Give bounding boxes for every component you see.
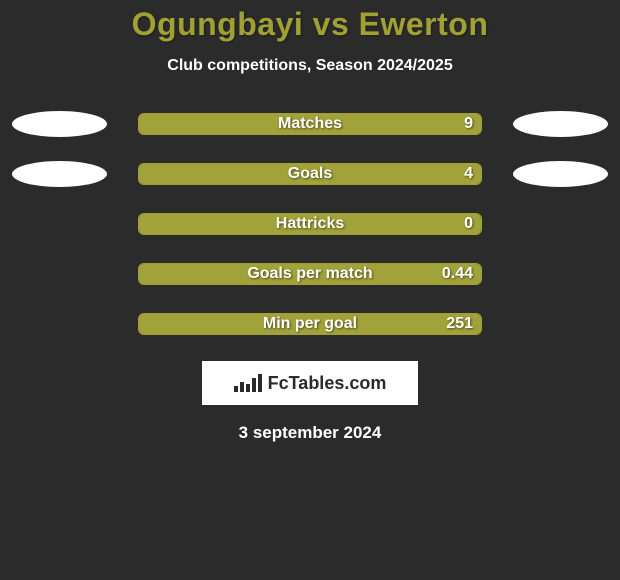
left-ellipse <box>12 161 107 187</box>
stat-row: Goals per match 0.44 <box>0 261 620 287</box>
stat-bar: Min per goal 251 <box>138 313 482 335</box>
stat-label: Min per goal <box>263 315 357 333</box>
logo-text: FcTables.com <box>268 373 387 394</box>
stat-label: Goals per match <box>247 265 372 283</box>
stat-row: Matches 9 <box>0 111 620 137</box>
right-ellipse <box>513 161 608 187</box>
stat-bar: Matches 9 <box>138 113 482 135</box>
stat-value: 9 <box>464 115 473 133</box>
stat-label: Matches <box>278 115 342 133</box>
stat-row: Goals 4 <box>0 161 620 187</box>
stat-row: Min per goal 251 <box>0 311 620 337</box>
page-title: Ogungbayi vs Ewerton <box>0 6 620 43</box>
left-ellipse <box>12 111 107 137</box>
logo: FcTables.com <box>202 361 418 405</box>
stat-bar: Goals per match 0.44 <box>138 263 482 285</box>
right-ellipse <box>513 111 608 137</box>
stat-value: 4 <box>464 165 473 183</box>
stat-label: Goals <box>288 165 332 183</box>
stat-value: 0.44 <box>442 265 473 283</box>
stat-value: 0 <box>464 215 473 233</box>
page-subtitle: Club competitions, Season 2024/2025 <box>0 57 620 75</box>
date-text: 3 september 2024 <box>0 423 620 443</box>
stat-label: Hattricks <box>276 215 344 233</box>
stat-bar: Hattricks 0 <box>138 213 482 235</box>
stat-value: 251 <box>446 315 473 333</box>
stat-row: Hattricks 0 <box>0 211 620 237</box>
stat-bar: Goals 4 <box>138 163 482 185</box>
bar-chart-icon <box>234 374 262 392</box>
stats-container: Matches 9 Goals 4 Hattricks 0 <box>0 111 620 337</box>
